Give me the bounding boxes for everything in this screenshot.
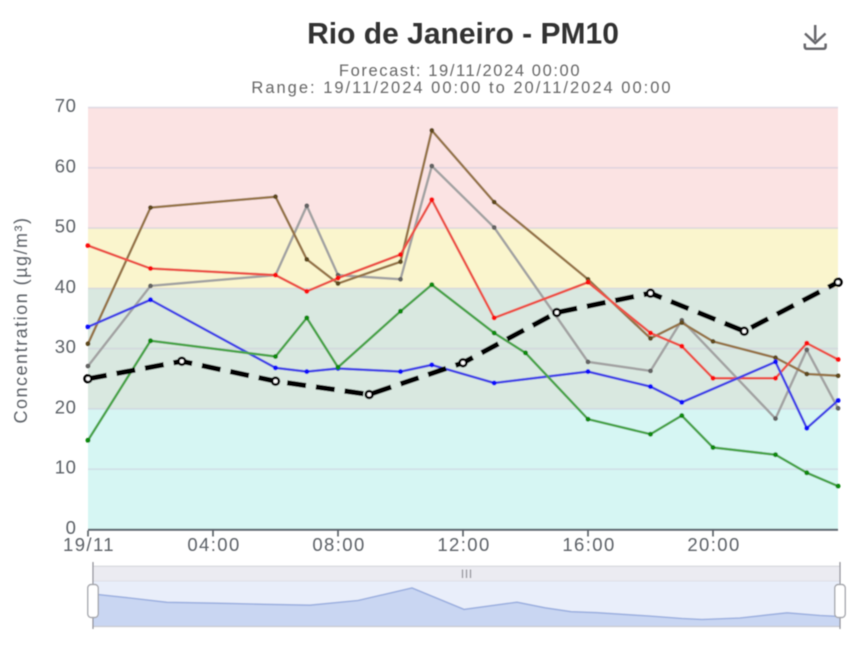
svg-text:20:00: 20:00 [687, 534, 740, 555]
svg-text:Rio de Janeiro - PM10: Rio de Janeiro - PM10 [307, 18, 619, 51]
svg-text:20: 20 [55, 396, 77, 417]
svg-text:19/11: 19/11 [63, 534, 115, 555]
svg-text:16:00: 16:00 [562, 534, 615, 555]
svg-text:40: 40 [55, 276, 77, 297]
svg-text:0: 0 [66, 517, 77, 538]
svg-text:60: 60 [55, 155, 77, 176]
svg-text:04:00: 04:00 [187, 534, 240, 555]
svg-text:70: 70 [55, 95, 77, 116]
svg-text:08:00: 08:00 [312, 534, 365, 555]
svg-text:12:00: 12:00 [437, 534, 490, 555]
svg-text:Forecast: 19/11/2024 00:00: Forecast: 19/11/2024 00:00 [339, 62, 581, 80]
svg-text:30: 30 [55, 336, 77, 357]
svg-text:10: 10 [55, 457, 77, 478]
svg-text:Concentration (µg/m³): Concentration (µg/m³) [11, 217, 31, 424]
svg-text:50: 50 [55, 216, 77, 237]
svg-text:Range: 19/11/2024 00:00 to 20/: Range: 19/11/2024 00:00 to 20/11/2024 00… [251, 79, 672, 97]
